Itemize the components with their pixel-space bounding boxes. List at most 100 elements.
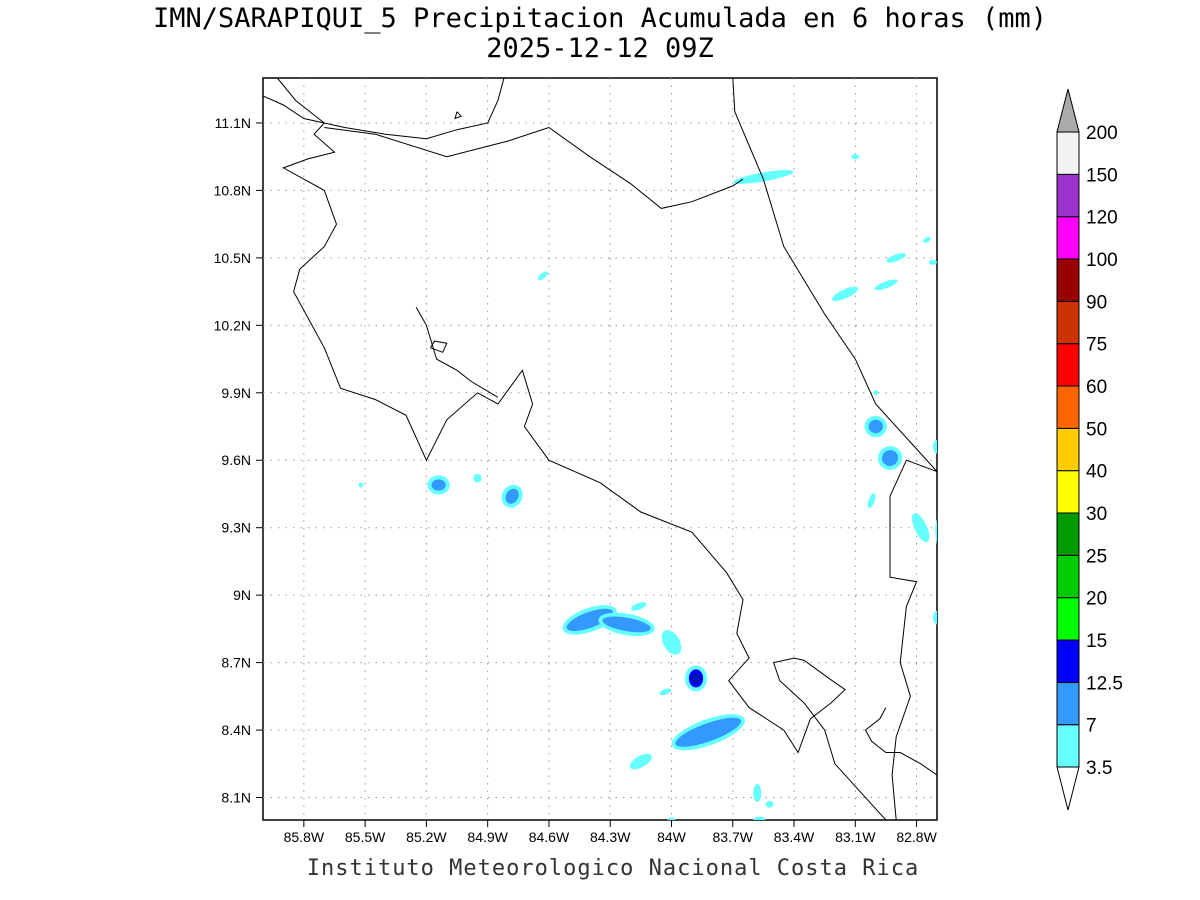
precip-cell — [935, 515, 937, 563]
precip-cell — [473, 473, 482, 483]
precip-cell — [753, 816, 766, 820]
lon-tick-label: 84.3W — [590, 829, 631, 845]
border-line — [864, 707, 937, 776]
lon-tick-label: 82.8W — [896, 829, 937, 845]
lat-tick-label: 10.8N — [214, 182, 251, 198]
gridlines — [263, 78, 937, 820]
precip-cell — [851, 154, 860, 160]
colorbar-swatch — [1056, 385, 1080, 429]
colorbar-label: 40 — [1086, 462, 1107, 483]
coastline — [276, 78, 887, 820]
precipitation-cells — [358, 154, 954, 820]
precip-cell-core — [881, 450, 899, 466]
map-frame — [262, 77, 938, 821]
colorbar-label: 75 — [1086, 335, 1107, 356]
colorbar-label: 150 — [1086, 165, 1118, 186]
precip-cell — [629, 753, 652, 770]
precip-cell-core — [688, 669, 704, 688]
latitude-axis: 11.1N 10.8N 10.5N 10.2N 9.9N 9.6N 9.3N 9N 8.7N 8.… — [214, 115, 263, 806]
coastlines — [263, 78, 937, 820]
lon-tick-label: 85.5W — [345, 829, 386, 845]
precip-cell — [867, 493, 876, 509]
colorbar-swatch — [1056, 343, 1080, 387]
colorbar-swatch — [1056, 470, 1080, 514]
colorbar-swatch — [1056, 681, 1080, 726]
colorbar-swatch — [1056, 427, 1080, 472]
lat-tick-label: 8.1N — [221, 790, 251, 806]
colorbar-swatch — [1056, 216, 1080, 260]
precip-cell — [923, 236, 931, 243]
precip-cell — [831, 286, 859, 302]
precip-cell — [765, 800, 774, 808]
precip-cell-core — [868, 419, 883, 434]
coastline — [415, 307, 499, 398]
precip-cell — [753, 784, 762, 803]
precip-cell — [631, 602, 647, 611]
colorbar-label: 30 — [1086, 504, 1107, 525]
colorbar-swatch — [1056, 554, 1080, 599]
colorbar-swatch — [1056, 173, 1080, 218]
coastline — [430, 340, 448, 353]
precip-cell — [733, 170, 794, 184]
precip-cell-core — [937, 518, 954, 560]
precip-cell-peak — [692, 674, 699, 682]
colorbar-label: 3.5 — [1086, 758, 1112, 779]
lat-tick-label: 9N — [233, 587, 251, 603]
lon-tick-label: 84.6W — [529, 829, 570, 845]
lat-tick-label: 10.5N — [214, 250, 251, 266]
map-subtitle: 2025-12-12 09Z — [486, 33, 714, 64]
precip-cell — [873, 390, 879, 396]
colorbar-label: 100 — [1086, 250, 1118, 271]
colorbar-label: 120 — [1086, 208, 1118, 229]
precip-cell — [661, 629, 682, 655]
precip-cell — [911, 513, 930, 543]
colorbar-label: 15 — [1086, 631, 1107, 652]
precip-cell — [932, 440, 937, 454]
colorbar-label: 200 — [1086, 123, 1118, 144]
precip-cell-core — [675, 717, 742, 747]
lon-tick-label: 83.4W — [774, 829, 815, 845]
colorbar-label: 60 — [1086, 377, 1107, 398]
precip-cell — [886, 253, 906, 263]
lat-tick-label: 9.9N — [221, 385, 251, 401]
precip-cell — [537, 271, 548, 281]
border-line — [889, 459, 937, 820]
colorbar-label: 50 — [1086, 419, 1107, 440]
colorbar-swatch — [1056, 300, 1080, 345]
lon-tick-label: 84.9W — [467, 829, 508, 845]
precip-cell — [358, 482, 364, 488]
lon-tick-label: 85.2W — [406, 829, 447, 845]
lon-tick-label: 84W — [657, 829, 687, 845]
precip-cell-core — [431, 479, 446, 491]
lon-tick-label: 85.8W — [284, 829, 325, 845]
colorbar-label: 20 — [1086, 589, 1107, 610]
colorbar-label: 7 — [1086, 716, 1097, 737]
colorbar-label: 25 — [1086, 546, 1107, 567]
lat-tick-label: 9.3N — [221, 520, 251, 536]
colorbar-swatch — [1056, 131, 1080, 175]
map-title: IMN/SARAPIQUI_5 Precipitacion Acumulada … — [152, 3, 1048, 34]
precip-cell-core — [566, 608, 613, 632]
colorbar: 3.5 7 12.5 15 20 25 30 40 50 60 75 90 100 120 150 200 — [1056, 88, 1123, 811]
colorbar-label: 12.5 — [1086, 673, 1123, 694]
colorbar-label: 90 — [1086, 292, 1107, 313]
colorbar-bottom-arrow — [1056, 766, 1080, 811]
border-line — [324, 126, 744, 209]
lat-tick-label: 8.4N — [221, 722, 251, 738]
precip-cell — [874, 279, 898, 291]
credit-text: Instituto Meteorologico Nacional Costa R… — [306, 856, 920, 881]
coastline — [454, 111, 462, 120]
precip-cell — [932, 610, 937, 625]
lat-tick-label: 8.7N — [221, 655, 251, 671]
coastline — [263, 78, 505, 140]
precip-cell-core — [505, 488, 519, 504]
precip-cell — [659, 688, 672, 696]
lon-tick-label: 83.7W — [713, 829, 754, 845]
longitude-axis: 85.8W 85.5W 85.2W 84.9W 84.6W 84.3W 84W 83.7W 83… — [284, 820, 938, 845]
precip-cell — [667, 817, 676, 820]
lon-tick-label: 83.1W — [835, 829, 876, 845]
colorbar-swatch — [1056, 639, 1080, 683]
precip-cell-core — [602, 616, 651, 633]
colorbar-swatch — [1056, 724, 1080, 768]
